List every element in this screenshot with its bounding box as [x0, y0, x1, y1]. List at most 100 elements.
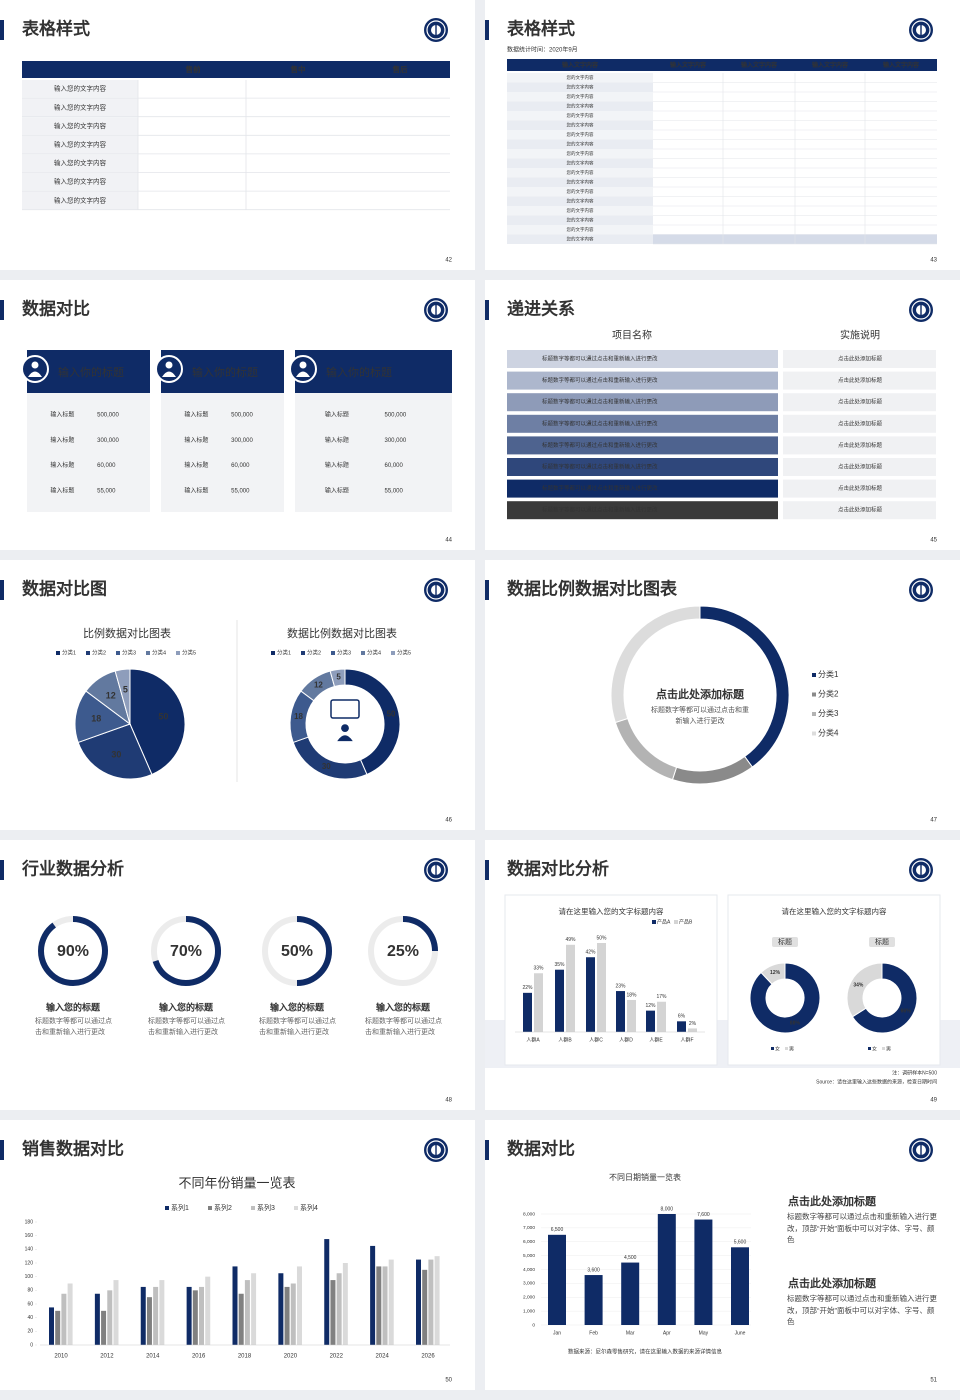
segment [114, 668, 131, 725]
ring-text-box: 标题数字等都可以通过点击和重新输入进行更改 [35, 1018, 112, 1036]
row-label: 您的文字内容 [567, 236, 594, 243]
row-label: 您的文字内容 [567, 84, 594, 91]
x-tick-label: 人群A [526, 1036, 540, 1043]
note: 注：调研样本N=500 [892, 1069, 937, 1076]
step-bar [507, 501, 778, 520]
data-label: 18 [294, 712, 303, 721]
x-tick-label: 2016 [192, 1354, 206, 1360]
segment [610, 605, 701, 724]
note-cell [783, 371, 936, 390]
title-accent [0, 1140, 4, 1160]
ring-label: 50% [281, 943, 313, 960]
card-row-label: 输入标题 [184, 436, 208, 444]
x-tick-label: 人群B [558, 1036, 572, 1043]
y-tick-label: 20 [27, 1329, 33, 1335]
column-header: 输入文字内容 [741, 61, 777, 69]
data-label: 33% [533, 966, 544, 972]
page-number: 47 [930, 818, 937, 824]
note-text: 点击此处添加标题 [838, 484, 883, 492]
note-text: 点击此处添加标题 [838, 419, 883, 427]
row-label-cell [507, 120, 653, 130]
card-row-value: 55,000 [97, 488, 116, 494]
bar [534, 973, 543, 1032]
bar [232, 1266, 238, 1345]
legend-swatch [294, 1206, 298, 1210]
chart-title: 比例数据对比图表 [83, 626, 171, 640]
title-accent [0, 300, 4, 320]
page-number: 42 [445, 258, 452, 264]
data-label: 6,500 [551, 1227, 564, 1233]
title-accent [485, 300, 489, 320]
card-icon-head [31, 361, 39, 369]
legend-label: 男 [886, 1046, 891, 1052]
row-label: 输入您的文字内容 [54, 102, 107, 111]
column-header: 实施说明 [840, 329, 880, 342]
note-cell [783, 501, 936, 520]
bar [113, 1280, 119, 1345]
slide: 数据对比 51 不同日期销量一览表 0 1,000 2,000 3,000 4,000 5,00… [485, 1120, 960, 1390]
legend-label: 分类5 [182, 648, 196, 656]
donut-text-box: 标题数字等都可以通过点击和重新输入进行更改 [651, 707, 749, 725]
legend-label: 女 [872, 1045, 877, 1052]
step-bar [507, 458, 778, 476]
legend-label: 系列3 [257, 1203, 275, 1212]
legend-label: 产品A [657, 918, 671, 925]
bar [296, 1266, 302, 1345]
data-label: 66% [901, 1008, 912, 1014]
step-text: 标题数字等都可以通过点击和重新输入进行更改 [542, 398, 658, 406]
ring-arc [152, 916, 221, 986]
data-label: 5 [336, 673, 341, 682]
source: 数据来源：尼尔森零售研究，请在这里输入数据的来源详情信息 [568, 1347, 723, 1355]
legend-label: 男 [789, 1046, 794, 1052]
legend-label: 分类3 [818, 708, 839, 718]
page-number: 44 [445, 538, 452, 544]
segment [329, 668, 346, 688]
card-row-value: 500,000 [97, 413, 119, 419]
row-label: 您的文字内容 [567, 141, 594, 148]
row-label: 您的文字内容 [567, 131, 594, 138]
x-tick-label: 2010 [54, 1354, 68, 1360]
data-label: 17% [656, 994, 667, 1000]
logo-ring [426, 580, 446, 600]
slide-title: 数据对比 [22, 298, 90, 318]
label-pill [869, 937, 895, 947]
step-bar [507, 479, 778, 498]
x-tick-label: 人群F [680, 1036, 693, 1043]
legend-swatch [86, 651, 90, 655]
bar [330, 1280, 336, 1345]
card-body [27, 393, 150, 512]
note-text-box: 标题数字等都可以通过点击和重新输入进行更改，顶部“开始”面板中可以对字体、字号、… [787, 1212, 937, 1244]
row-label-cell [507, 73, 653, 83]
segment [846, 962, 883, 1018]
legend-swatch [812, 731, 816, 736]
page-number: 50 [445, 1378, 452, 1384]
title-accent [0, 580, 4, 600]
note-text: 点击此处添加标题 [838, 354, 883, 362]
card-row-label: 输入标题 [50, 411, 74, 419]
row-label-cell [22, 135, 138, 154]
bar [428, 1259, 434, 1345]
bar [731, 1247, 749, 1325]
y-tick-label: 0 [30, 1342, 33, 1348]
bar [422, 1269, 428, 1345]
segment [749, 962, 821, 1034]
bar [49, 1307, 54, 1345]
column-header: 输入文字内容 [883, 61, 919, 69]
data-label: 5,600 [734, 1240, 747, 1246]
data-label: 5 [123, 685, 128, 695]
bar [677, 1021, 686, 1032]
step-bar [507, 414, 778, 433]
card-row-label: 输入标题 [184, 486, 208, 494]
column-header: 输入文字内容 [812, 61, 848, 69]
data-label: 30 [322, 762, 331, 771]
segment [129, 668, 186, 776]
card-header [295, 350, 452, 393]
legend-label: 分类2 [92, 648, 106, 656]
ring-label: 25% [387, 943, 419, 960]
data-label: 12% [645, 1003, 656, 1009]
page-number: 49 [930, 1098, 937, 1104]
row-label: 您的文字内容 [567, 122, 594, 129]
chart-title: 数据比例数据对比图表 [287, 626, 397, 640]
